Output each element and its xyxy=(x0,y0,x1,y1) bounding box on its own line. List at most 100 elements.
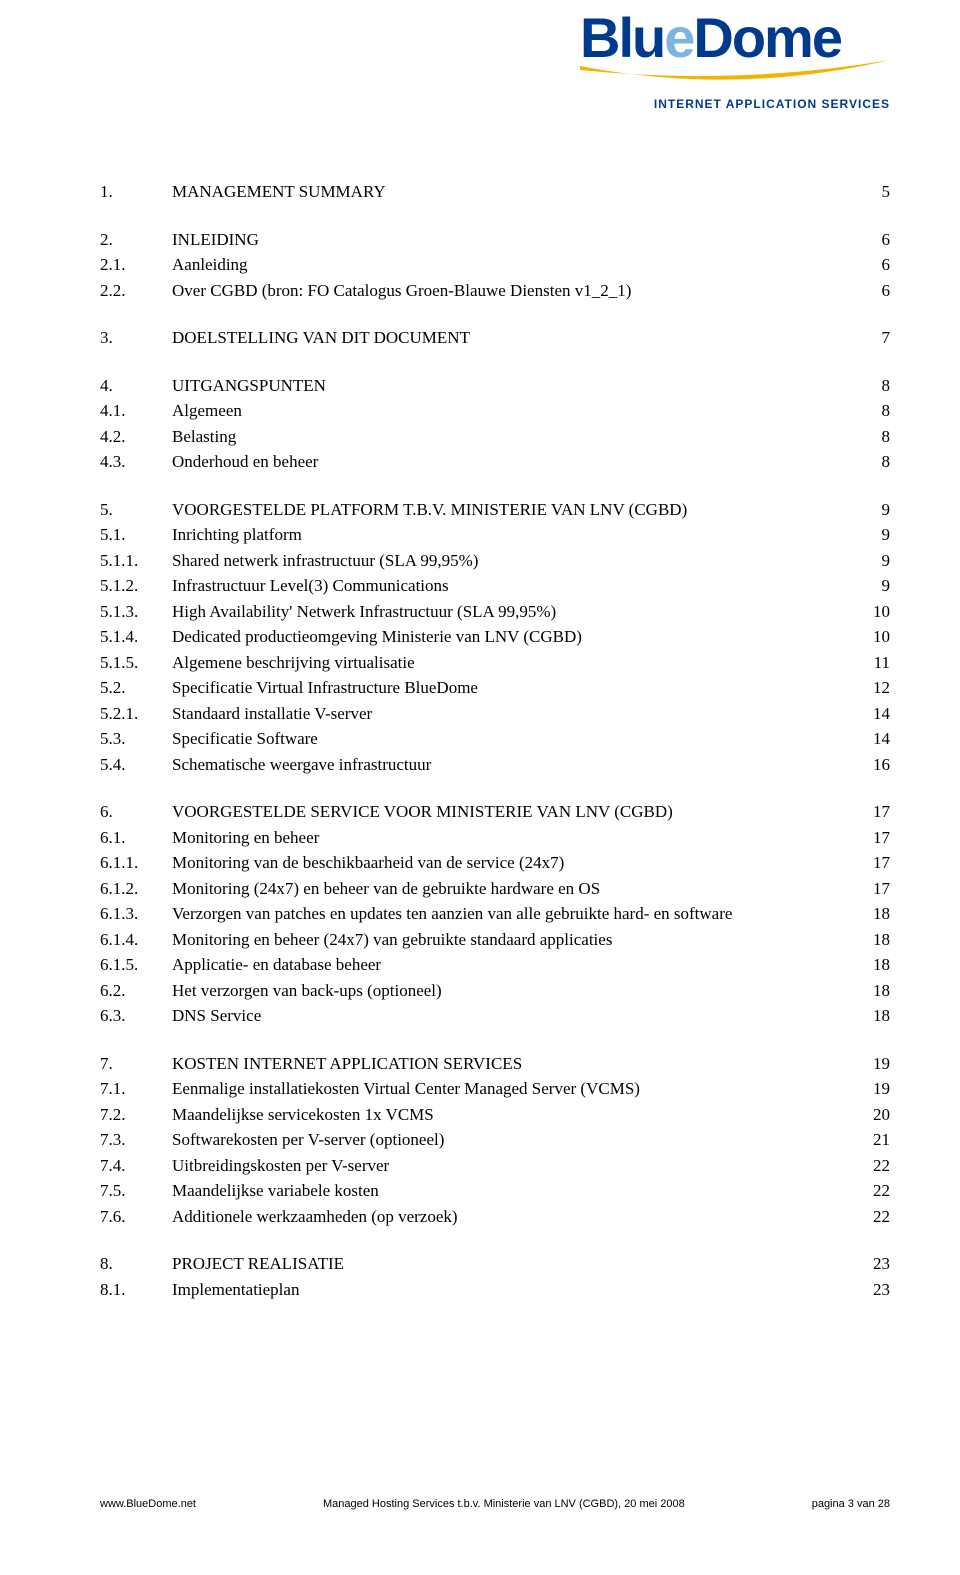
logo-swoosh-icon xyxy=(580,58,890,93)
toc-row: 3.DOELSTELLING VAN DIT DOCUMENT7 xyxy=(100,325,890,351)
toc-section: 3.DOELSTELLING VAN DIT DOCUMENT7 xyxy=(100,325,890,351)
toc-page-number: 23 xyxy=(862,1277,890,1303)
toc-section: 5.VOORGESTELDE PLATFORM T.B.V. MINISTERI… xyxy=(100,497,890,778)
toc-page-number: 17 xyxy=(862,876,890,902)
toc-number: 6.1.2. xyxy=(100,876,172,902)
toc-title: Uitbreidingskosten per V-server xyxy=(172,1153,862,1179)
toc-number: 2. xyxy=(100,227,172,253)
toc-title: VOORGESTELDE SERVICE VOOR MINISTERIE VAN… xyxy=(172,799,862,825)
toc-page-number: 17 xyxy=(862,825,890,851)
toc-row: 6.1.2.Monitoring (24x7) en beheer van de… xyxy=(100,876,890,902)
toc-number: 6.1.3. xyxy=(100,901,172,927)
toc-row: 7.4.Uitbreidingskosten per V-server22 xyxy=(100,1153,890,1179)
toc-number: 5.1.1. xyxy=(100,548,172,574)
logo-subtitle: INTERNET APPLICATION SERVICES xyxy=(580,97,890,111)
toc-title: Standaard installatie V-server xyxy=(172,701,862,727)
toc-row: 5.1.5.Algemene beschrijving virtualisati… xyxy=(100,650,890,676)
toc-page-number: 9 xyxy=(862,548,890,574)
toc-row: 2.1.Aanleiding6 xyxy=(100,252,890,278)
toc-page-number: 18 xyxy=(862,1003,890,1029)
toc-page-number: 14 xyxy=(862,701,890,727)
toc-title: Belasting xyxy=(172,424,862,450)
toc-number: 7.1. xyxy=(100,1076,172,1102)
toc-number: 7.5. xyxy=(100,1178,172,1204)
toc-row: 5.1.4.Dedicated productieomgeving Minist… xyxy=(100,624,890,650)
toc-row: 8.1.Implementatieplan23 xyxy=(100,1277,890,1303)
toc-title: Monitoring van de beschikbaarheid van de… xyxy=(172,850,862,876)
toc-title: PROJECT REALISATIE xyxy=(172,1251,862,1277)
toc-title: Algemene beschrijving virtualisatie xyxy=(172,650,862,676)
toc-number: 5.1.2. xyxy=(100,573,172,599)
toc-number: 2.1. xyxy=(100,252,172,278)
toc-title: VOORGESTELDE PLATFORM T.B.V. MINISTERIE … xyxy=(172,497,862,523)
toc-row: 6.VOORGESTELDE SERVICE VOOR MINISTERIE V… xyxy=(100,799,890,825)
toc-page-number: 18 xyxy=(862,927,890,953)
toc-title: Over CGBD (bron: FO Catalogus Groen-Blau… xyxy=(172,278,862,304)
toc-row: 4.2.Belasting8 xyxy=(100,424,890,450)
toc-page-number: 19 xyxy=(862,1076,890,1102)
toc-number: 8.1. xyxy=(100,1277,172,1303)
toc-title: Implementatieplan xyxy=(172,1277,862,1303)
toc-number: 3. xyxy=(100,325,172,351)
toc-number: 4.1. xyxy=(100,398,172,424)
page-footer: www.BlueDome.net Managed Hosting Service… xyxy=(0,1498,960,1510)
toc-row: 1.MANAGEMENT SUMMARY5 xyxy=(100,179,890,205)
toc-number: 6.1. xyxy=(100,825,172,851)
toc-number: 5. xyxy=(100,497,172,523)
toc-section: 8.PROJECT REALISATIE238.1.Implementatiep… xyxy=(100,1251,890,1302)
toc-title: Monitoring en beheer xyxy=(172,825,862,851)
toc-page-number: 14 xyxy=(862,726,890,752)
toc-number: 7.3. xyxy=(100,1127,172,1153)
toc-row: 6.3.DNS Service18 xyxy=(100,1003,890,1029)
toc-title: Aanleiding xyxy=(172,252,862,278)
document-page: BlueDome INTERNET APPLICATION SERVICES 1… xyxy=(0,0,960,1520)
toc-row: 6.1.3.Verzorgen van patches en updates t… xyxy=(100,901,890,927)
toc-title: Maandelijkse servicekosten 1x VCMS xyxy=(172,1102,862,1128)
toc-page-number: 9 xyxy=(862,522,890,548)
toc-row: 6.1.4.Monitoring en beheer (24x7) van ge… xyxy=(100,927,890,953)
toc-title: Applicatie- en database beheer xyxy=(172,952,862,978)
toc-page-number: 22 xyxy=(862,1153,890,1179)
toc-title: Additionele werkzaamheden (op verzoek) xyxy=(172,1204,862,1230)
toc-row: 5.1.2.Infrastructuur Level(3) Communicat… xyxy=(100,573,890,599)
toc-page-number: 17 xyxy=(862,799,890,825)
toc-section: 7.KOSTEN INTERNET APPLICATION SERVICES19… xyxy=(100,1051,890,1230)
toc-section: 4.UITGANGSPUNTEN84.1.Algemeen84.2.Belast… xyxy=(100,373,890,475)
toc-page-number: 10 xyxy=(862,624,890,650)
toc-page-number: 23 xyxy=(862,1251,890,1277)
toc-row: 5.2.Specificatie Virtual Infrastructure … xyxy=(100,675,890,701)
toc-title: Dedicated productieomgeving Ministerie v… xyxy=(172,624,862,650)
toc-row: 2.2.Over CGBD (bron: FO Catalogus Groen-… xyxy=(100,278,890,304)
toc-page-number: 18 xyxy=(862,978,890,1004)
toc-row: 5.1.Inrichting platform9 xyxy=(100,522,890,548)
toc-title: Eenmalige installatiekosten Virtual Cent… xyxy=(172,1076,862,1102)
toc-number: 6.1.1. xyxy=(100,850,172,876)
toc-row: 5.3.Specificatie Software14 xyxy=(100,726,890,752)
toc-page-number: 21 xyxy=(862,1127,890,1153)
toc-page-number: 19 xyxy=(862,1051,890,1077)
toc-page-number: 16 xyxy=(862,752,890,778)
toc-number: 8. xyxy=(100,1251,172,1277)
toc-title: Algemeen xyxy=(172,398,862,424)
toc-title: Verzorgen van patches en updates ten aan… xyxy=(172,901,862,927)
toc-row: 4.3.Onderhoud en beheer8 xyxy=(100,449,890,475)
toc-row: 6.1.5.Applicatie- en database beheer18 xyxy=(100,952,890,978)
toc-title: Monitoring en beheer (24x7) van gebruikt… xyxy=(172,927,862,953)
toc-page-number: 17 xyxy=(862,850,890,876)
toc-section: 6.VOORGESTELDE SERVICE VOOR MINISTERIE V… xyxy=(100,799,890,1029)
toc-row: 8.PROJECT REALISATIE23 xyxy=(100,1251,890,1277)
toc-title: Softwarekosten per V-server (optioneel) xyxy=(172,1127,862,1153)
toc-number: 5.1.3. xyxy=(100,599,172,625)
toc-number: 5.4. xyxy=(100,752,172,778)
toc-page-number: 8 xyxy=(862,398,890,424)
logo-block: BlueDome INTERNET APPLICATION SERVICES xyxy=(580,10,890,111)
toc-row: 6.2.Het verzorgen van back-ups (optionee… xyxy=(100,978,890,1004)
footer-left: www.BlueDome.net xyxy=(100,1498,196,1510)
toc-number: 5.1. xyxy=(100,522,172,548)
toc-section: 1.MANAGEMENT SUMMARY5 xyxy=(100,179,890,205)
toc-row: 7.3.Softwarekosten per V-server (optione… xyxy=(100,1127,890,1153)
toc-page-number: 5 xyxy=(862,179,890,205)
toc-number: 6.2. xyxy=(100,978,172,1004)
toc-row: 5.1.3.High Availability' Netwerk Infrast… xyxy=(100,599,890,625)
toc-row: 2.INLEIDING6 xyxy=(100,227,890,253)
